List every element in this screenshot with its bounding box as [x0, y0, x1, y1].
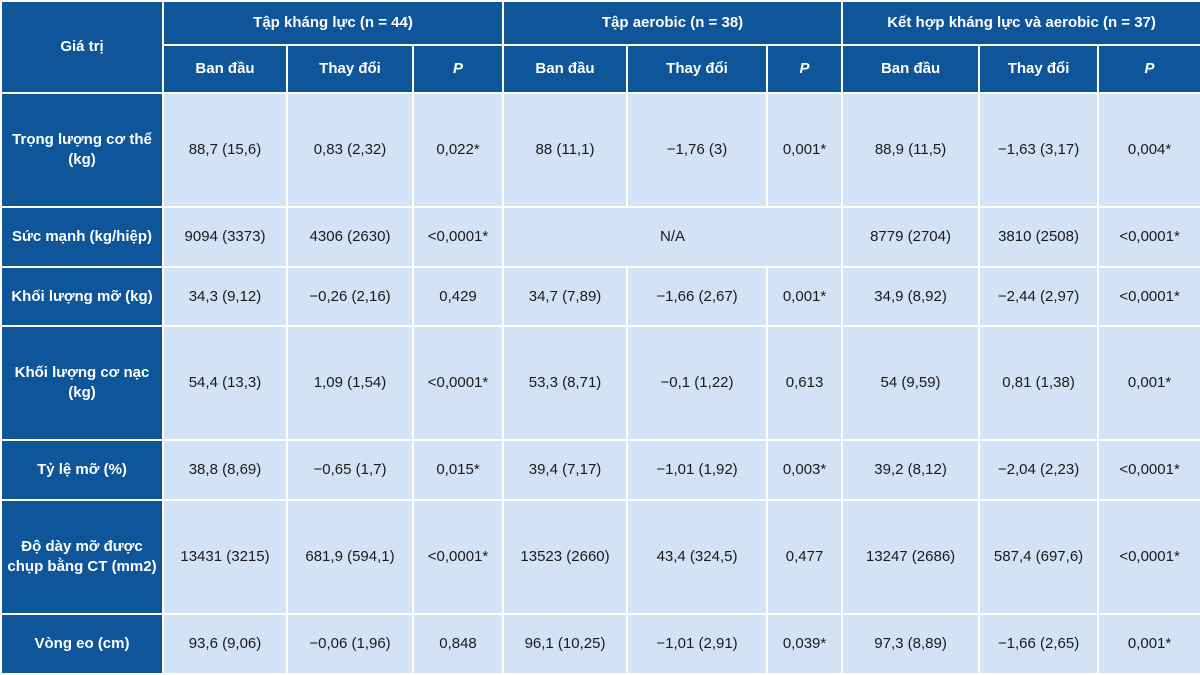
- row-label: Khối lượng cơ nạc (kg): [0, 325, 164, 442]
- row-label: Vòng eo (cm): [0, 613, 164, 675]
- table-cell: 34,3 (9,12): [162, 265, 288, 328]
- subheader-change: Thay đổi: [286, 44, 414, 94]
- table-cell: 9094 (3373): [162, 206, 288, 268]
- table-cell: 3810 (2508): [978, 206, 1100, 268]
- table-row: Khối lượng cơ nạc (kg) 54,4 (13,3) 1,09 …: [0, 325, 1200, 442]
- table-cell: 88,7 (15,6): [162, 91, 288, 209]
- table-cell: 13431 (3215): [162, 499, 288, 616]
- table-cell: −0,06 (1,96): [286, 613, 414, 675]
- table-cell: 0,001*: [766, 265, 844, 328]
- row-label: Sức mạnh (kg/hiệp): [0, 206, 164, 268]
- table-cell: 0,004*: [1097, 91, 1200, 209]
- table-cell: 0,001*: [766, 91, 844, 209]
- table-cell: 38,8 (8,69): [162, 439, 288, 502]
- row-label: Độ dày mỡ được chụp bằng CT (mm2): [0, 499, 164, 616]
- table-cell: −1,76 (3): [626, 91, 769, 209]
- subheader-baseline: Ban đầu: [841, 44, 981, 94]
- table-cell: 4306 (2630): [286, 206, 414, 268]
- table-cell: 0,477: [766, 499, 844, 616]
- table-cell: −1,66 (2,67): [626, 265, 769, 328]
- table-cell: 39,2 (8,12): [841, 439, 981, 502]
- group-header-aerobic: Tập aerobic (n = 38): [502, 0, 844, 46]
- table-cell: 34,7 (7,89): [502, 265, 629, 328]
- subheader-change: Thay đổi: [978, 44, 1100, 94]
- table-cell: 53,3 (8,71): [502, 325, 629, 442]
- table-cell: 13247 (2686): [841, 499, 981, 616]
- table-cell: <0,0001*: [411, 206, 505, 268]
- table-cell: 54,4 (13,3): [162, 325, 288, 442]
- table-cell: 93,6 (9,06): [162, 613, 288, 675]
- subheader-p: P: [766, 44, 844, 94]
- table-row: Độ dày mỡ được chụp bằng CT (mm2) 13431 …: [0, 499, 1200, 616]
- table-row: Vòng eo (cm) 93,6 (9,06) −0,06 (1,96) 0,…: [0, 613, 1200, 675]
- table-cell: −1,01 (2,91): [626, 613, 769, 675]
- subheader-p: P: [411, 44, 505, 94]
- row-label: Khối lượng mỡ (kg): [0, 265, 164, 328]
- table-cell: −0,26 (2,16): [286, 265, 414, 328]
- table-cell: <0,0001*: [1097, 206, 1200, 268]
- subheader-change: Thay đổi: [626, 44, 769, 94]
- row-label: Tỷ lệ mỡ (%): [0, 439, 164, 502]
- table-cell: −0,65 (1,7): [286, 439, 414, 502]
- table-cell: <0,0001*: [1097, 265, 1200, 328]
- table-cell: −2,04 (2,23): [978, 439, 1100, 502]
- table-cell: 54 (9,59): [841, 325, 981, 442]
- subheader-p: P: [1097, 44, 1200, 94]
- group-header-resistance: Tập kháng lực (n = 44): [161, 0, 505, 46]
- table-cell: 97,3 (8,89): [841, 613, 981, 675]
- table-cell: 96,1 (10,25): [502, 613, 629, 675]
- table-cell: 13523 (2660): [502, 499, 629, 616]
- table-cell: 0,81 (1,38): [978, 325, 1100, 442]
- table-cell: 0,039*: [766, 613, 844, 675]
- table-cell: 0,001*: [1097, 613, 1200, 675]
- table-cell: 34,9 (8,92): [841, 265, 981, 328]
- table-cell: 88,9 (11,5): [841, 91, 981, 209]
- table-cell: <0,0001*: [411, 325, 505, 442]
- table-cell: 39,4 (7,17): [502, 439, 629, 502]
- table-cell: 0,429: [411, 265, 505, 328]
- table-cell: 0,83 (2,32): [286, 91, 414, 209]
- table-cell: <0,0001*: [411, 499, 505, 616]
- table-cell: −2,44 (2,97): [978, 265, 1100, 328]
- table-cell: 0,848: [411, 613, 505, 675]
- table-cell: 8779 (2704): [841, 206, 981, 268]
- table-cell: −1,66 (2,65): [978, 613, 1100, 675]
- subheader-baseline: Ban đầu: [502, 44, 629, 94]
- table-row: Sức mạnh (kg/hiệp) 9094 (3373) 4306 (263…: [0, 206, 1200, 268]
- table-cell: 587,4 (697,6): [978, 499, 1100, 616]
- table-cell: −1,01 (1,92): [626, 439, 769, 502]
- table-cell: −0,1 (1,22): [626, 325, 769, 442]
- table-cell: 0,003*: [766, 439, 844, 502]
- table-cell: 0,613: [766, 325, 844, 442]
- table-cell: <0,0001*: [1097, 439, 1200, 502]
- table-row: Trọng lượng cơ thể (kg) 88,7 (15,6) 0,83…: [0, 91, 1200, 209]
- row-label: Trọng lượng cơ thể (kg): [0, 91, 164, 209]
- table-cell-na: N/A: [502, 206, 844, 268]
- table-cell: 88 (11,1): [502, 91, 629, 209]
- table-cell: 43,4 (324,5): [626, 499, 769, 616]
- table-cell: 0,015*: [411, 439, 505, 502]
- table-row: Tỷ lệ mỡ (%) 38,8 (8,69) −0,65 (1,7) 0,0…: [0, 439, 1200, 502]
- table-cell: 1,09 (1,54): [286, 325, 414, 442]
- table-cell: 0,001*: [1097, 325, 1200, 442]
- table-cell: 681,9 (594,1): [286, 499, 414, 616]
- table-cell: 0,022*: [411, 91, 505, 209]
- subheader-baseline: Ban đầu: [162, 44, 288, 94]
- group-header-combined: Kết hợp kháng lực và aerobic (n = 37): [841, 0, 1200, 46]
- corner-header: Giá trị: [0, 0, 164, 94]
- table-row: Khối lượng mỡ (kg) 34,3 (9,12) −0,26 (2,…: [0, 265, 1200, 328]
- table-cell: −1,63 (3,17): [978, 91, 1100, 209]
- table-cell: <0,0001*: [1097, 499, 1200, 616]
